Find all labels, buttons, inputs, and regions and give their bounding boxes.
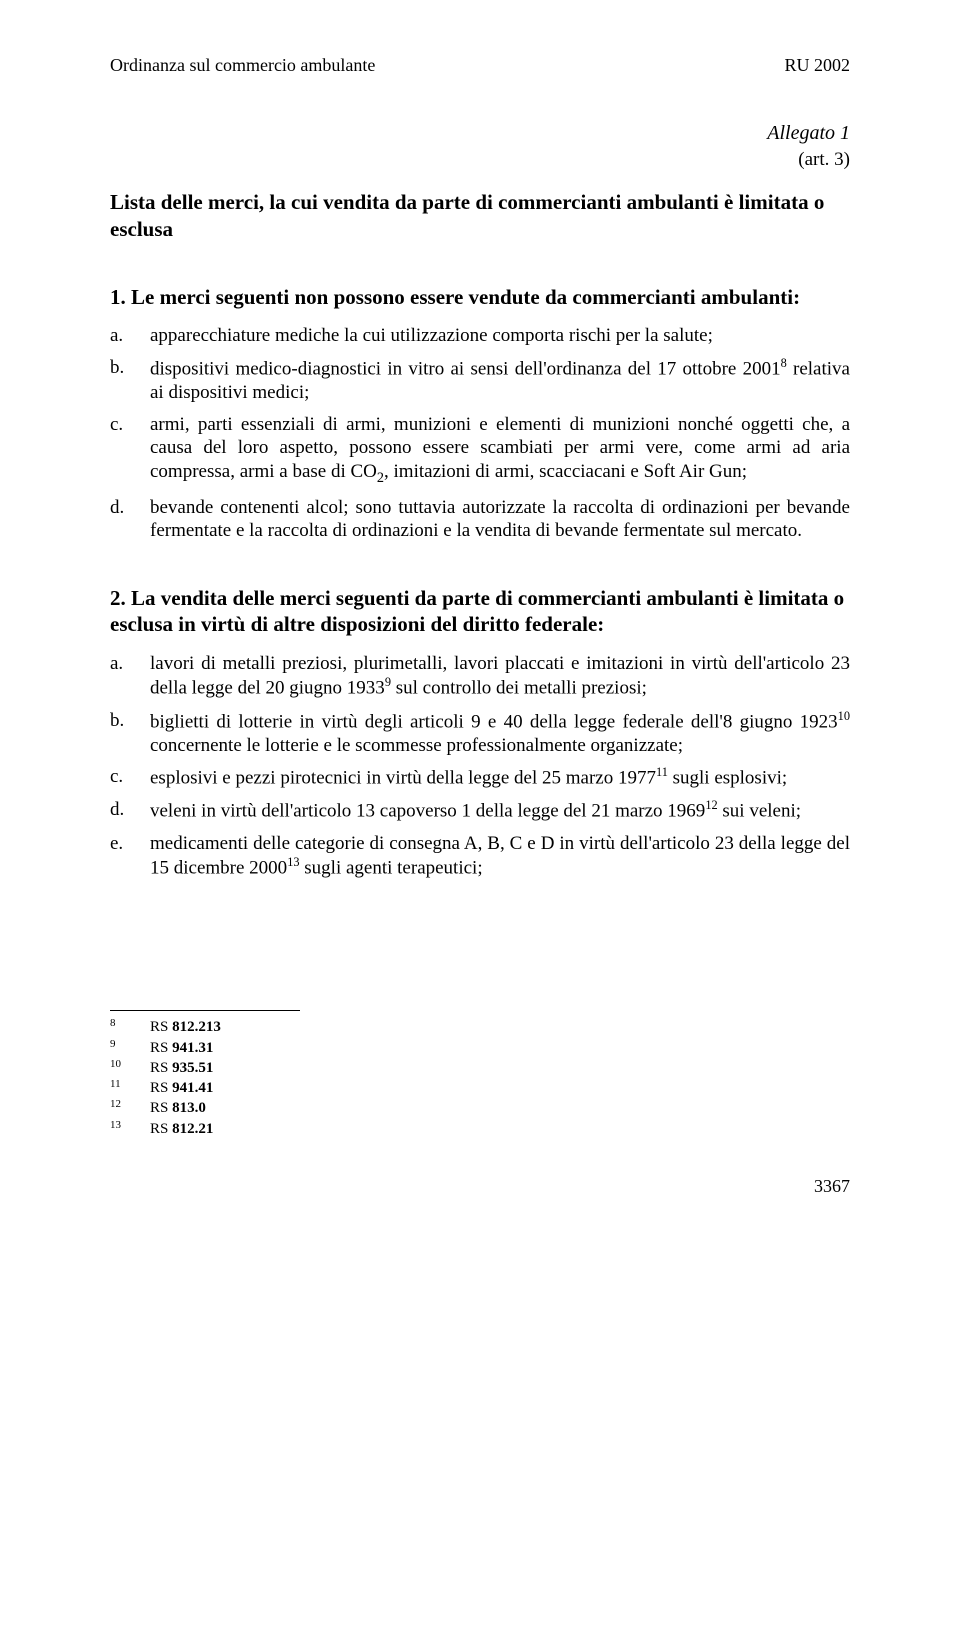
main-title: Lista delle merci, la cui vendita da par… (110, 189, 850, 242)
footnote-text: RS 935.51 (150, 1058, 850, 1078)
header-right: RU 2002 (784, 54, 850, 77)
list-text: medicamenti delle categorie di consegna … (150, 832, 850, 881)
list-text: esplosivi e pezzi pirotecnici in virtù d… (150, 765, 850, 790)
list-label: a. (110, 324, 150, 348)
footnote-num: 8 (110, 1016, 150, 1036)
footnote: 11 RS 941.41 (110, 1078, 850, 1098)
footnote: 12 RS 813.0 (110, 1098, 850, 1118)
article-reference: (art. 3) (110, 148, 850, 172)
list-label: c. (110, 765, 150, 790)
list-item: c. esplosivi e pezzi pirotecnici in virt… (110, 765, 850, 790)
footnote: 10 RS 935.51 (110, 1058, 850, 1078)
footnote-num: 9 (110, 1037, 150, 1057)
running-header: Ordinanza sul commercio ambulante RU 200… (110, 54, 850, 77)
list-text: bevande contenenti alcol; sono tuttavia … (150, 496, 850, 544)
footnote: 13 RS 812.21 (110, 1119, 850, 1139)
list-text: veleni in virtù dell'articolo 13 capover… (150, 798, 850, 823)
footnote-num: 13 (110, 1118, 150, 1138)
list-text: apparecchiature mediche la cui utilizzaz… (150, 324, 850, 348)
list-label: c. (110, 413, 150, 488)
list-text: lavori di metalli preziosi, plurimetalli… (150, 652, 850, 701)
list-label: d. (110, 798, 150, 823)
section-2-list: a. lavori di metalli preziosi, plurimeta… (110, 652, 850, 881)
list-item: d. bevande contenenti alcol; sono tuttav… (110, 496, 850, 544)
header-left: Ordinanza sul commercio ambulante (110, 54, 375, 77)
footnote-text: RS 813.0 (150, 1098, 850, 1118)
list-text: biglietti di lotterie in virtù degli art… (150, 709, 850, 758)
list-text: dispositivi medico-diagnostici in vitro … (150, 356, 850, 405)
list-item: d. veleni in virtù dell'articolo 13 capo… (110, 798, 850, 823)
list-item: e. medicamenti delle categorie di conseg… (110, 832, 850, 881)
footnote-text: RS RS 812.213812.213 (150, 1017, 850, 1037)
list-text: armi, parti essenziali di armi, munizion… (150, 413, 850, 488)
footnote-num: 10 (110, 1057, 150, 1077)
list-item: a. apparecchiature mediche la cui utiliz… (110, 324, 850, 348)
footnote-text: RS 941.41 (150, 1078, 850, 1098)
list-label: d. (110, 496, 150, 544)
footnotes: 8 RS RS 812.213812.213 9 RS 941.31 10 RS… (110, 1017, 850, 1139)
list-label: b. (110, 709, 150, 758)
list-item: a. lavori di metalli preziosi, plurimeta… (110, 652, 850, 701)
list-label: a. (110, 652, 150, 701)
section-2-title: 2. La vendita delle merci seguenti da pa… (110, 585, 850, 638)
annex-label: Allegato 1 (110, 121, 850, 146)
page-number: 3367 (110, 1175, 850, 1198)
list-label: e. (110, 832, 150, 881)
footnote-text: RS 941.31 (150, 1038, 850, 1058)
footnote: 9 RS 941.31 (110, 1038, 850, 1058)
list-item: b. dispositivi medico-diagnostici in vit… (110, 356, 850, 405)
footnote-num: 12 (110, 1097, 150, 1117)
list-label: b. (110, 356, 150, 405)
list-item: b. biglietti di lotterie in virtù degli … (110, 709, 850, 758)
section-1-list: a. apparecchiature mediche la cui utiliz… (110, 324, 850, 543)
footnote-text: RS 812.21 (150, 1119, 850, 1139)
list-item: c. armi, parti essenziali di armi, muniz… (110, 413, 850, 488)
footnote: 8 RS RS 812.213812.213 (110, 1017, 850, 1037)
footnote-num: 11 (110, 1077, 150, 1097)
section-1-title: 1. Le merci seguenti non possono essere … (110, 284, 850, 310)
